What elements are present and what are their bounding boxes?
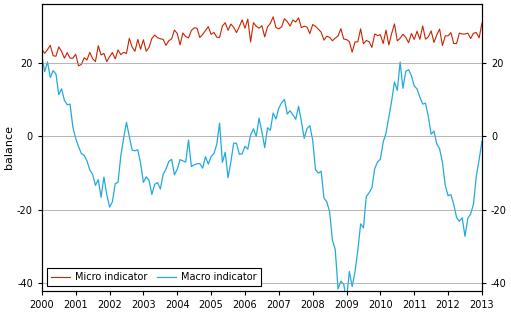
Macro indicator	[53, 72, 59, 76]
Macro indicator	[202, 155, 208, 159]
Y-axis label: balance: balance	[4, 126, 14, 170]
Macro indicator	[479, 140, 485, 143]
Macro indicator	[343, 298, 350, 302]
Micro indicator	[400, 32, 406, 36]
Line: Macro indicator: Macro indicator	[42, 56, 482, 300]
Macro indicator	[293, 117, 299, 121]
Micro indicator	[205, 25, 212, 29]
Micro indicator	[76, 64, 82, 68]
Macro indicator	[397, 60, 403, 64]
Micro indicator	[160, 37, 166, 41]
Macro indicator	[157, 187, 164, 191]
Micro indicator	[39, 47, 45, 51]
Micro indicator	[53, 54, 59, 58]
Micro indicator	[270, 15, 276, 19]
Legend: Micro indicator, Macro indicator: Micro indicator, Macro indicator	[47, 268, 261, 286]
Micro indicator	[298, 26, 305, 30]
Micro indicator	[61, 56, 67, 60]
Line: Micro indicator: Micro indicator	[42, 17, 482, 66]
Micro indicator	[479, 21, 485, 25]
Macro indicator	[61, 99, 67, 102]
Macro indicator	[39, 54, 45, 58]
